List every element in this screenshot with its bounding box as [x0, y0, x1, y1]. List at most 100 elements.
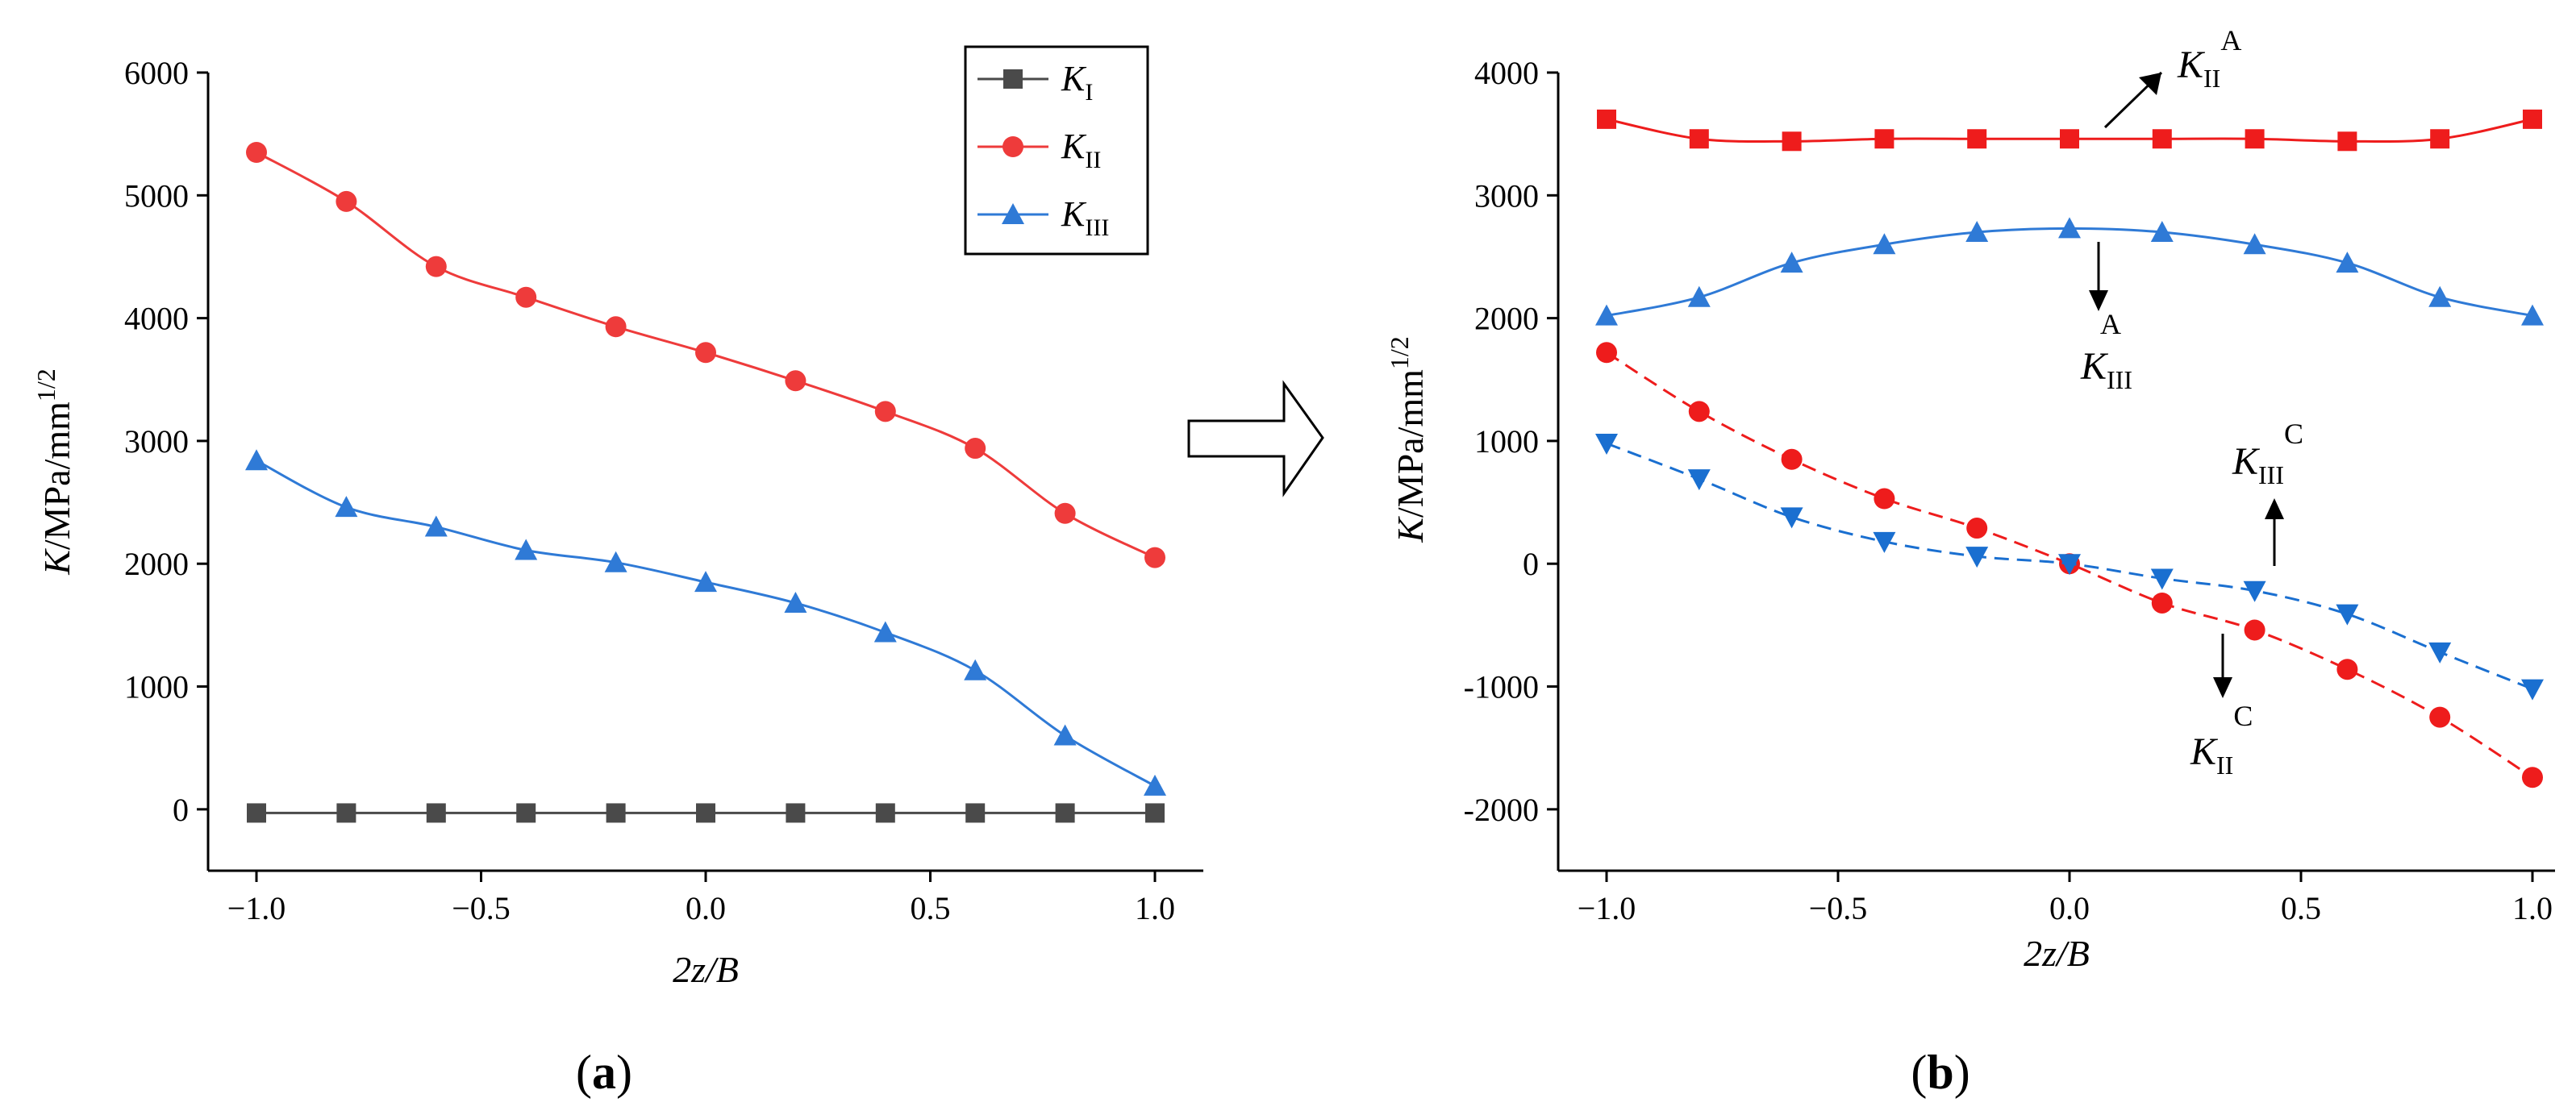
data-point-kiii [1144, 774, 1166, 796]
legend-marker [1003, 69, 1023, 89]
data-point-kiii [604, 551, 627, 572]
y-tick-label: 0 [1523, 546, 1539, 582]
data-point-kii-a [1967, 129, 1987, 149]
data-point-ki [336, 803, 356, 823]
panel-b-y-axis-title: K/MPa/mm1/2 [1385, 336, 1431, 543]
data-point-kii-c [1874, 488, 1895, 510]
data-point-kiii-c [1780, 507, 1803, 529]
panel-a-label: (a) [576, 1046, 632, 1099]
panel-b: -2000 -1000 0 1000 2000 3000 4000 −1.0 −0.5 0.0 0… [1385, 24, 2555, 1099]
data-point-kiii [694, 571, 717, 593]
data-point-kii [965, 438, 986, 460]
data-point-kii-c [2244, 619, 2265, 641]
x-tick-label: −0.5 [1809, 890, 1868, 926]
data-point-kii-a [2430, 129, 2450, 149]
annotation-kiii-a: KIIIA [2080, 242, 2132, 394]
panel-a-x-axis-title: 2z/B [673, 949, 739, 990]
data-point-ki [875, 803, 895, 823]
x-tick-label: 0.0 [2049, 890, 2090, 926]
data-point-kiii-c [1873, 531, 1896, 553]
x-tick-label: 1.0 [2512, 890, 2553, 926]
panel-b-letter: b [1927, 1046, 1953, 1099]
panel-a-plot-area [245, 142, 1166, 823]
y-tick-label: 4000 [1474, 55, 1539, 91]
data-point-kii-c [1688, 401, 1710, 422]
data-point-kii [874, 401, 896, 422]
data-point-kiii [424, 515, 448, 537]
data-point-kiii-c [2336, 604, 2359, 626]
legend-label: KII [1061, 127, 1101, 173]
data-point-kiii-c [1687, 469, 1711, 491]
data-point-kiii-a [1687, 285, 1711, 307]
x-tick-label: 0.0 [686, 890, 726, 926]
data-point-kiii-a [2058, 217, 2081, 239]
x-tick-label: −0.5 [452, 890, 511, 926]
data-point-kii [695, 342, 716, 364]
data-point-kii [246, 142, 267, 163]
data-point-kiii-a [1873, 233, 1896, 255]
data-point-kii-a [2060, 129, 2079, 149]
data-point-ki [786, 803, 806, 823]
data-point-kiii [784, 591, 807, 613]
svg-text:KIIA: KIIA [2177, 24, 2241, 93]
data-point-ki [606, 803, 626, 823]
data-point-kii [425, 256, 447, 277]
data-point-kii-a [1689, 129, 1709, 149]
y-tick-label: 4000 [124, 301, 189, 337]
x-tick-label: 0.5 [911, 890, 951, 926]
annotation-kii-a: KIIA [2103, 24, 2241, 129]
data-point-kiii-c [2150, 568, 2174, 590]
y-tick-label: -2000 [1464, 792, 1539, 828]
data-point-ki [247, 803, 266, 823]
data-point-kiii [335, 496, 358, 518]
y-tick-label: 1000 [124, 669, 189, 705]
y-tick-label: 2000 [1474, 301, 1539, 337]
panel-b-x-axis-title: 2z/B [2024, 933, 2090, 974]
data-point-ki [426, 803, 446, 823]
x-tick-label: 0.5 [2281, 890, 2321, 926]
data-point-kiii-c [2428, 642, 2452, 664]
data-point-kii-a [2337, 131, 2357, 152]
svg-text:KIIIA: KIIIA [2080, 308, 2132, 394]
data-point-kiii-a [1780, 252, 1803, 273]
data-point-kii-a [1874, 129, 1894, 149]
data-point-kiii [1053, 724, 1077, 746]
data-point-ki [516, 803, 536, 823]
svg-text:KIIIC: KIIIC [2232, 418, 2303, 489]
data-point-kiii-c [2521, 679, 2544, 701]
data-point-kii [515, 286, 537, 308]
panel-a: 0 1000 2000 3000 4000 5000 6000 −1.0 −0.5 0.0 0.5… [31, 45, 1203, 1099]
legend-marker [1002, 203, 1024, 224]
data-point-kiii-c [1595, 433, 1618, 455]
data-point-kii-c [1966, 518, 1988, 539]
data-point-kii-a [1597, 109, 1616, 129]
panel-a-legend: KI KII KIII [964, 45, 1149, 256]
annotation-kiii-c: KIIIC [2232, 418, 2303, 566]
data-point-kiii-a [2428, 285, 2452, 307]
data-point-kiii [873, 621, 897, 643]
data-point-kiii [245, 449, 268, 471]
data-point-kiii [964, 659, 987, 680]
data-point-kii [336, 190, 357, 212]
transition-arrow [1187, 380, 1324, 497]
y-tick-label: -1000 [1464, 669, 1539, 705]
data-point-kiii-a [1595, 304, 1618, 326]
panel-a-y-axis-title: K/MPa/mm1/2 [31, 368, 77, 576]
data-point-kii-c [1596, 342, 1617, 364]
y-tick-label: 5000 [124, 177, 189, 214]
data-point-kii-c [2522, 767, 2543, 788]
data-point-kiii-a [2150, 221, 2174, 242]
data-point-kii-c [2336, 659, 2358, 680]
data-point-kiii-c [2243, 580, 2266, 602]
data-point-kiii-a [1965, 221, 1989, 242]
data-point-kiii-a [2243, 233, 2266, 255]
panel-a-letter: a [592, 1046, 616, 1099]
data-point-kii-a [2152, 129, 2172, 149]
data-point-ki [1145, 803, 1165, 823]
data-point-kii-c [1781, 448, 1803, 470]
panel-b-label: (b) [1911, 1046, 1970, 1099]
y-tick-label: 3000 [1474, 177, 1539, 214]
data-point-kiii-a [2521, 304, 2544, 326]
legend-box [964, 45, 1149, 256]
x-tick-label: 1.0 [1135, 890, 1175, 926]
